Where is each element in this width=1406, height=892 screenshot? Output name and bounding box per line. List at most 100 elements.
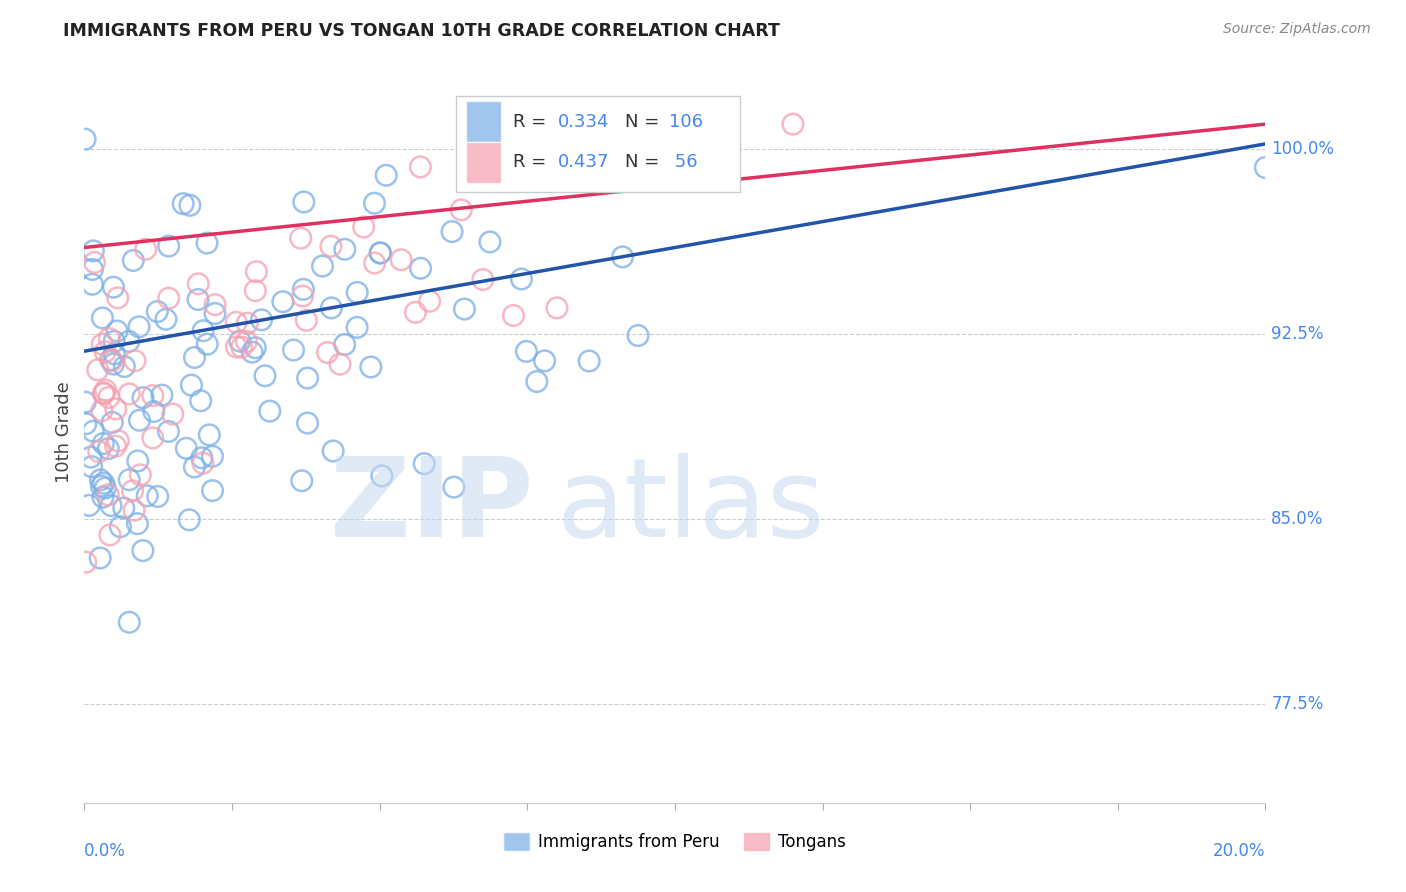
Point <box>100 353 122 368</box>
Point <box>97 391 120 405</box>
Point <box>112 501 135 516</box>
Point <box>179 198 201 212</box>
FancyBboxPatch shape <box>465 142 502 183</box>
Point <box>87 444 110 458</box>
Point <box>235 334 257 349</box>
Point <box>443 480 465 494</box>
Point <box>292 194 315 209</box>
Point <box>91 436 114 450</box>
Point <box>229 334 252 348</box>
Point <box>100 499 122 513</box>
Point <box>526 375 548 389</box>
Point <box>93 476 115 491</box>
Point <box>291 474 314 488</box>
Point <box>782 117 804 131</box>
Point <box>103 347 125 361</box>
Point <box>515 344 537 359</box>
Point <box>292 282 315 296</box>
Point <box>409 261 432 276</box>
Point <box>375 169 398 183</box>
Point <box>578 354 600 368</box>
Point <box>80 450 103 464</box>
Point <box>77 499 100 513</box>
Text: R =: R = <box>513 153 553 171</box>
Point <box>240 345 263 359</box>
Y-axis label: 10th Grade: 10th Grade <box>55 382 73 483</box>
Point <box>204 298 226 312</box>
Point <box>453 301 475 316</box>
Point <box>201 450 224 464</box>
Point <box>321 301 343 315</box>
Point <box>404 305 426 319</box>
Point <box>183 351 205 365</box>
Point <box>97 442 120 456</box>
Point <box>201 483 224 498</box>
Point <box>180 378 202 392</box>
Point <box>322 444 344 458</box>
Point <box>82 262 104 277</box>
Point <box>191 450 214 465</box>
Point <box>93 386 115 401</box>
Point <box>157 291 180 305</box>
Point <box>82 424 104 438</box>
Point <box>94 383 117 397</box>
Point <box>204 306 226 320</box>
Point <box>75 555 97 569</box>
Point <box>440 225 463 239</box>
Point <box>478 235 501 249</box>
Point <box>128 413 150 427</box>
Point <box>107 434 129 448</box>
Point <box>118 387 141 401</box>
Point <box>127 516 149 531</box>
Text: IMMIGRANTS FROM PERU VS TONGAN 10TH GRADE CORRELATION CHART: IMMIGRANTS FROM PERU VS TONGAN 10TH GRAD… <box>63 22 780 40</box>
Point <box>291 289 314 303</box>
Point <box>546 301 568 315</box>
Point <box>297 371 319 385</box>
Point <box>363 256 385 270</box>
Point <box>142 389 165 403</box>
Point <box>87 363 110 377</box>
Point <box>98 528 121 542</box>
Point <box>419 294 441 309</box>
Point <box>90 403 112 417</box>
Point <box>346 285 368 300</box>
FancyBboxPatch shape <box>465 102 502 142</box>
Point <box>121 483 143 498</box>
Point <box>104 401 127 416</box>
Text: atlas: atlas <box>557 453 825 560</box>
Point <box>157 239 180 253</box>
Point <box>98 331 121 345</box>
Point <box>329 357 352 371</box>
Point <box>91 337 114 351</box>
Text: N =: N = <box>626 153 665 171</box>
Text: 85.0%: 85.0% <box>1271 510 1323 528</box>
Point <box>94 481 117 495</box>
Point <box>82 277 104 292</box>
Point <box>124 353 146 368</box>
Point <box>297 416 319 430</box>
Point <box>110 519 132 533</box>
Point <box>103 334 125 349</box>
Point <box>363 196 385 211</box>
Point <box>371 469 394 483</box>
Point <box>101 416 124 430</box>
Point <box>346 320 368 334</box>
Point <box>129 467 152 482</box>
Point <box>187 277 209 291</box>
Point <box>179 513 201 527</box>
Point <box>533 354 555 368</box>
Point <box>368 246 391 260</box>
Point <box>89 551 111 566</box>
Point <box>389 252 412 267</box>
Point <box>409 160 432 174</box>
Point <box>502 309 524 323</box>
Point <box>93 386 115 401</box>
Text: ZIP: ZIP <box>330 453 533 560</box>
Point <box>157 425 180 439</box>
Point <box>75 417 97 431</box>
Point <box>97 488 120 502</box>
Point <box>198 428 221 442</box>
Point <box>183 459 205 474</box>
Text: N =: N = <box>626 112 665 130</box>
Point <box>191 456 214 470</box>
